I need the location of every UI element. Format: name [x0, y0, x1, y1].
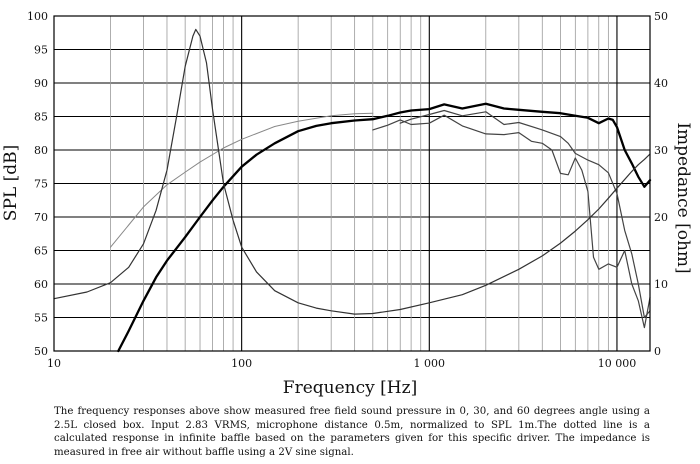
y2-tick-label: 0: [654, 345, 661, 358]
series-2-line: [372, 114, 651, 329]
plot-frame: [53, 15, 651, 352]
y2-tick-label: 10: [654, 278, 668, 291]
y-axis-title: SPL [dB]: [1, 145, 21, 221]
series-1-line: [399, 109, 651, 319]
series-4-line: [53, 28, 651, 315]
y2-axis-title: Impedance [ohm]: [673, 122, 693, 273]
y-tick-label: 60: [34, 278, 48, 291]
series-0-line: [117, 102, 652, 353]
y-tick-label: 90: [34, 77, 48, 90]
series-3-line: [110, 112, 374, 248]
y-tick-label: 50: [34, 345, 48, 358]
x-tick-label: 1 000: [414, 357, 446, 370]
y-tick-label: 75: [34, 178, 48, 191]
x-tick-label: 10: [47, 357, 61, 370]
y-tick-label: 85: [34, 111, 48, 124]
y-tick-label: 70: [34, 211, 48, 224]
y-tick-label: 65: [34, 245, 48, 258]
curves: [53, 28, 652, 353]
y-tick-label: 80: [34, 144, 48, 157]
y-tick-label: 100: [27, 10, 48, 23]
y-tick-label: 95: [34, 44, 48, 57]
x-axis-title: Frequency [Hz]: [283, 378, 417, 398]
y2-tick-label: 20: [654, 211, 668, 224]
y2-tick-label: 30: [654, 144, 668, 157]
y2-tick-label: 40: [654, 77, 668, 90]
chart-caption: The frequency responses above show measu…: [54, 406, 650, 458]
x-tick-label: 100: [231, 357, 252, 370]
grid: [54, 16, 650, 351]
y2-tick-label: 50: [654, 10, 668, 23]
y-tick-label: 55: [34, 312, 48, 325]
x-tick-label: 10 000: [598, 357, 637, 370]
